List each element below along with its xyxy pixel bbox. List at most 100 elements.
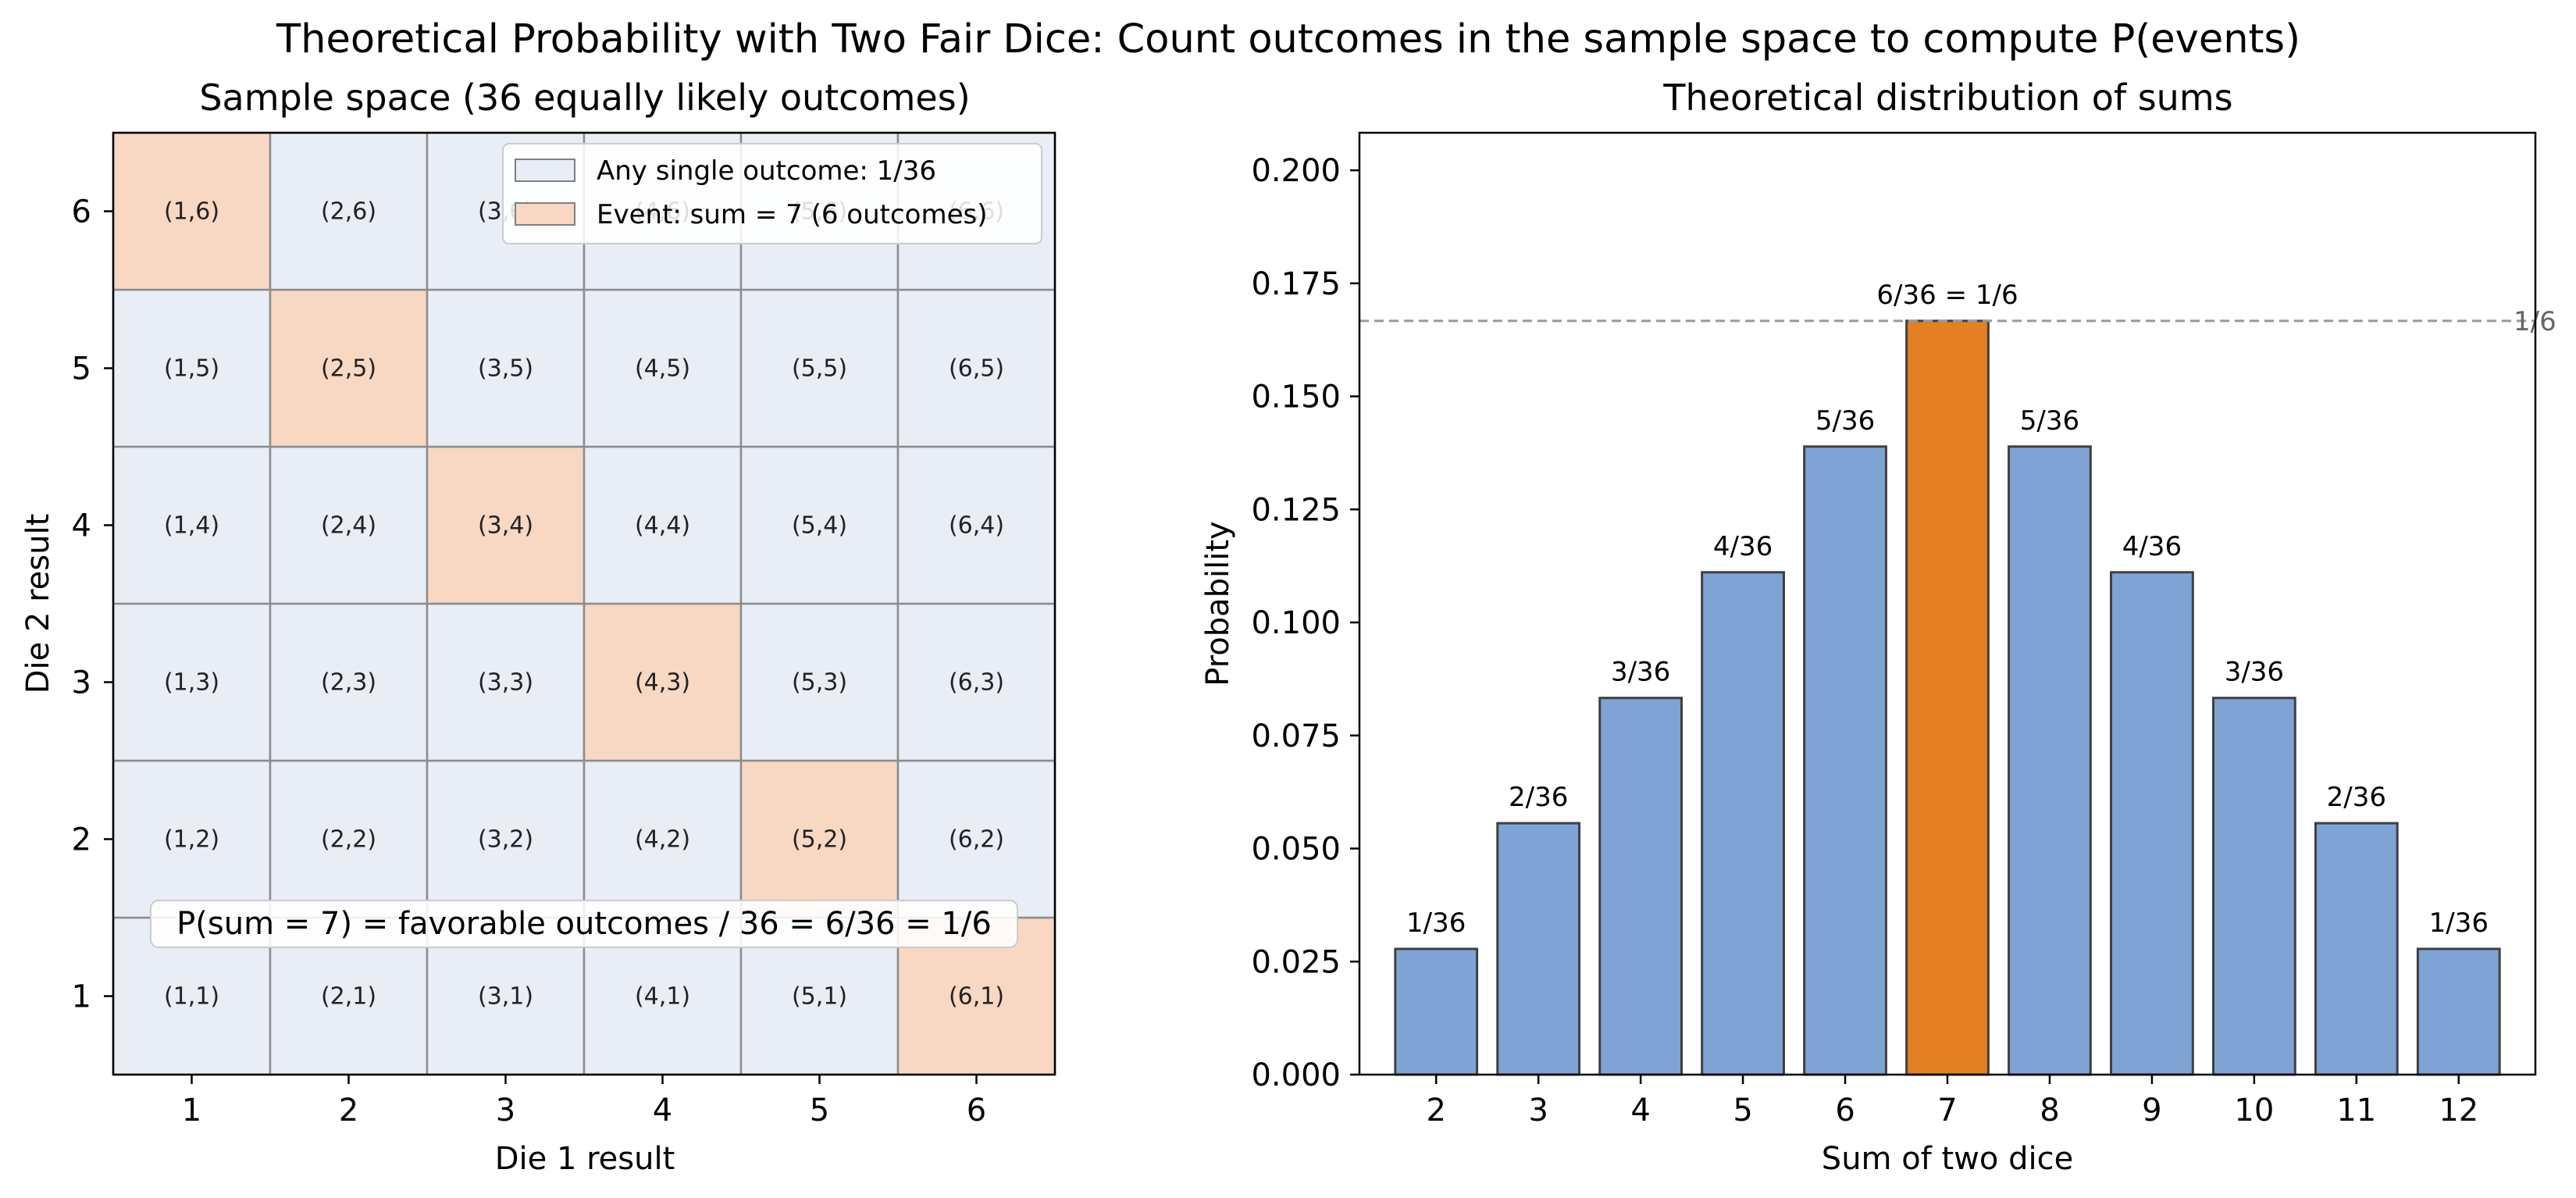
x-tick-label: 2 [339, 1093, 358, 1128]
x-tick-label: 6 [967, 1093, 986, 1128]
outcome-cell-label: (2,1) [321, 983, 376, 1011]
outcome-cell-label: (6,1) [949, 983, 1004, 1011]
x-tick-label: 3 [1528, 1093, 1548, 1128]
y-tick-label: 0.075 [1251, 718, 1341, 754]
outcome-cell [112, 445, 272, 605]
x-tick-label: 11 [2336, 1093, 2376, 1128]
bar-data-label: 5/36 [2020, 405, 2079, 437]
sample-space-panel: Sample space (36 equally likely outcomes… [20, 77, 1056, 1177]
outcome-cell [269, 131, 429, 291]
annotation-box [150, 900, 1018, 948]
sum-distribution-bars [1394, 319, 2501, 1076]
outcome-cell [112, 759, 272, 919]
outcome-cell-label: (1,3) [164, 669, 219, 697]
probability-annotation: P(sum = 7) = favorable outcomes / 36 = 6… [150, 900, 1018, 948]
outcome-cell-label: (4,1) [635, 983, 690, 1011]
sample-space-ticks: 1 2 3 4 5 6 1 2 3 4 5 6 [72, 194, 987, 1129]
y-tick-label: 3 [72, 665, 91, 701]
outcome-cell-label: (5,1) [792, 983, 847, 1011]
outcome-cell-label: (3,3) [478, 669, 533, 697]
y-tick-label: 0.175 [1251, 266, 1341, 302]
outcome-cell-label: (4,3) [635, 669, 690, 697]
outcome-cell [739, 602, 900, 762]
legend-box [502, 143, 1042, 244]
x-tick-label: 2 [1426, 1093, 1445, 1128]
outcome-cell-label: (2,4) [321, 512, 376, 540]
bar [1394, 947, 1479, 1076]
outcome-cell-label: (1,1) [164, 983, 219, 1011]
sum-distribution-xlabel: Sum of two dice [1822, 1141, 2073, 1177]
bar [1496, 822, 1581, 1076]
x-tick-label: 4 [653, 1093, 672, 1128]
sum-distribution-ticks: 0.000 0.025 0.050 0.075 0.100 0.125 0.150 0.175… [1251, 153, 2478, 1128]
outcome-cell-label: (3,1) [478, 983, 533, 1011]
bar [1803, 445, 1887, 1076]
outcome-cell [739, 445, 900, 605]
x-tick-label: 5 [810, 1093, 829, 1128]
outcome-cell [583, 445, 743, 605]
outcome-cell [896, 602, 1056, 762]
y-tick-label: 0.000 [1251, 1057, 1341, 1093]
y-tick-label: 0.200 [1251, 153, 1341, 189]
outcome-cell [112, 288, 272, 448]
sum-distribution-title: Theoretical distribution of sums [1662, 77, 2232, 119]
x-tick-label: 1 [182, 1093, 201, 1128]
sum-distribution-bar-labels: 1/36 2/36 3/36 4/36 5/36 6/36 = 1/6 5/36 4/36 3/… [1406, 280, 2489, 939]
bar [2314, 822, 2399, 1076]
outcome-cell-label: (4,2) [635, 826, 690, 854]
outcome-cell-label: (2,3) [321, 669, 376, 697]
x-tick-label: 12 [2439, 1093, 2478, 1128]
outcome-cell-label: (1,2) [164, 826, 219, 854]
outcome-cell-label: (4,4) [635, 512, 690, 540]
outcome-cell [739, 288, 900, 448]
y-tick-label: 5 [72, 351, 91, 387]
x-tick-label: 8 [2040, 1093, 2059, 1128]
bar-data-label: 6/36 = 1/6 [1876, 280, 2018, 311]
legend-swatch-event [515, 202, 575, 226]
sum-distribution-frame [1358, 131, 2537, 1076]
bar-data-label: 4/36 [2122, 531, 2182, 562]
bar [1701, 571, 1785, 1076]
x-tick-label: 10 [2234, 1093, 2274, 1128]
sample-space-grid: (1,1) (2,1) (3,1) (4,1) (5,1) (6,1) (1,2) (2,2)… [112, 131, 1056, 1076]
figure-suptitle: Theoretical Probability with Two Fair Di… [276, 16, 2300, 62]
sample-space-legend: Any single outcome: 1/36 Event: sum = 7 … [502, 143, 1042, 244]
outcome-cell-label: (5,4) [792, 512, 847, 540]
outcome-cell-label: (6,2) [949, 826, 1004, 854]
bar-data-label: 3/36 [2225, 657, 2284, 688]
outcome-cell [269, 602, 429, 762]
y-tick-label: 0.125 [1251, 492, 1341, 528]
x-tick-label: 5 [1733, 1093, 1752, 1128]
outcome-cell-label: (5,5) [792, 355, 847, 383]
y-tick-label: 4 [72, 508, 91, 544]
outcome-cell-label: (6,5) [949, 355, 1004, 383]
outcome-cell [583, 288, 743, 448]
bar [2110, 571, 2194, 1076]
bar [2008, 445, 2092, 1076]
x-tick-label: 3 [496, 1093, 515, 1128]
bar [2416, 947, 2501, 1076]
y-tick-label: 0.025 [1251, 944, 1341, 980]
sample-space-xlabel: Die 1 result [495, 1141, 675, 1177]
bar-data-label: 5/36 [1815, 405, 1875, 437]
sum-distribution-panel: Theoretical distribution of sums 0.000 0.… [1200, 77, 2556, 1177]
outcome-cell-label: (2,2) [321, 826, 376, 854]
outcome-cell-label: (1,6) [164, 198, 219, 226]
bar-data-label: 2/36 [1509, 782, 1568, 813]
outcome-cell [269, 759, 429, 919]
y-tick-label: 1 [72, 979, 91, 1015]
legend-label-outcome: Any single outcome: 1/36 [597, 155, 936, 187]
x-tick-label: 7 [1937, 1093, 1957, 1128]
sum-distribution-ylabel: Probability [1200, 521, 1236, 686]
bar-highlighted [1905, 319, 1990, 1076]
y-tick-label: 0.100 [1251, 605, 1341, 641]
x-tick-label: 6 [1835, 1093, 1855, 1128]
outcome-cell [896, 445, 1056, 605]
legend-swatch-outcome [515, 159, 575, 182]
annotation-text: P(sum = 7) = favorable outcomes / 36 = 6… [176, 906, 992, 942]
outcome-cell-label: (6,3) [949, 669, 1004, 697]
event-outcome-cell [269, 288, 429, 448]
outcome-cell [896, 288, 1056, 448]
outcome-cell [269, 445, 429, 605]
outcome-cell-label: (3,4) [478, 512, 533, 540]
